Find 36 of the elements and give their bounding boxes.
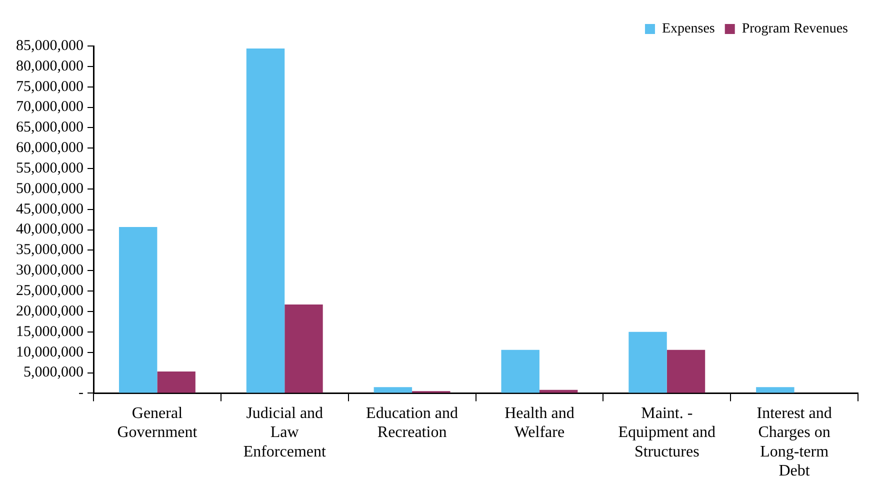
bar [374,387,412,393]
y-tick-label: 70,000,000 [16,99,84,116]
y-tick-label: 20,000,000 [16,303,84,320]
bar [539,390,578,393]
y-tick-label: 35,000,000 [16,242,84,258]
y-tick-label: 75,000,000 [16,78,84,95]
y-tick-label: 55,000,000 [16,160,84,176]
bar [118,226,158,393]
y-tick-label: 45,000,000 [16,201,84,218]
y-tick-label: 80,000,000 [16,58,84,74]
y-tick-label: 25,000,000 [16,283,84,300]
y-tick-label: 50,000,000 [16,180,84,197]
bar [666,350,706,393]
x-tick-label: General Government [117,405,198,442]
y-tick-label: 30,000,000 [16,262,84,279]
legend-label: Expenses [662,22,715,37]
y-tick-label: 40,000,000 [16,222,84,238]
y-tick-label: 60,000,000 [16,140,84,156]
x-tick-label: Health and Welfare [504,405,574,442]
bar [284,304,323,393]
y-tick-label: - [78,385,84,402]
x-tick-label: Education and Recreation [366,405,458,442]
bar [756,387,794,393]
x-tick-label: Maint. - Equipment and Structures [618,405,716,460]
x-tick-label: Judicial and Law Enforcement [243,405,326,460]
y-tick-label: 85,000,000 [16,38,84,54]
y-tick-label: 65,000,000 [16,120,84,136]
x-tick-label: Interest and Charges on Long-term Debt [756,405,832,480]
y-tick-label: 15,000,000 [16,324,84,340]
bar [157,372,196,393]
bar [246,48,285,393]
y-tick-label: 5,000,000 [24,364,84,381]
legend-label: Program Revenues [742,22,848,37]
bar [501,350,540,393]
bar [628,332,667,393]
y-tick-label: 10,000,000 [16,344,84,360]
